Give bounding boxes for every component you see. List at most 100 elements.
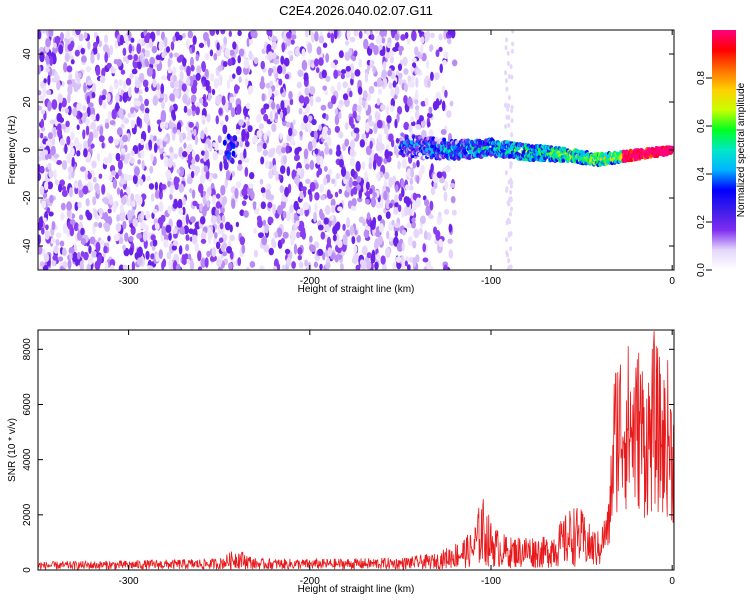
noise-speck (134, 166, 140, 177)
noise-speck (444, 89, 448, 98)
noise-speck (323, 165, 328, 172)
noise-speck (439, 63, 443, 74)
noise-speck (226, 246, 232, 254)
noise-speck (369, 42, 375, 50)
noise-speck (316, 170, 320, 178)
noise-speck (402, 56, 408, 67)
noise-speck (145, 250, 150, 260)
noise-speck (509, 189, 513, 195)
noise-speck (113, 58, 118, 65)
noise-speck (220, 120, 224, 128)
noise-speck (54, 71, 59, 79)
noise-speck (353, 30, 359, 37)
noise-speck (166, 251, 172, 260)
noise-speck (338, 111, 342, 120)
noise-speck (390, 88, 396, 98)
noise-speck (182, 57, 187, 67)
noise-speck (117, 159, 123, 170)
noise-speck (413, 228, 420, 239)
noise-speck (253, 227, 258, 234)
noise-speck (171, 109, 176, 119)
noise-speck (141, 160, 145, 170)
noise-speck (152, 156, 157, 166)
noise-speck (374, 261, 379, 270)
noise-speck (415, 193, 421, 199)
noise-speck (221, 95, 226, 106)
noise-speck (200, 258, 206, 268)
noise-speck (120, 155, 125, 162)
noise-speck (179, 71, 184, 82)
noise-speck (214, 141, 219, 152)
noise-speck (314, 202, 318, 213)
noise-speck (94, 260, 101, 270)
noise-speck (442, 264, 448, 270)
noise-speck (293, 215, 300, 222)
noise-speck (280, 100, 285, 111)
noise-speck (217, 135, 222, 144)
noise-speck (168, 232, 172, 241)
noise-speck (422, 243, 427, 253)
noise-speck (258, 123, 264, 130)
noise-speck (204, 53, 210, 61)
noise-speck (403, 121, 410, 131)
noise-speck (510, 180, 514, 186)
noise-speck (280, 55, 285, 65)
noise-speck (77, 72, 82, 79)
noise-speck (39, 185, 45, 196)
noise-speck (104, 51, 109, 63)
noise-speck (365, 260, 372, 270)
noise-speck (117, 168, 122, 177)
noise-speck (153, 135, 157, 142)
noise-speck (206, 199, 210, 208)
noise-speck (156, 140, 162, 146)
noise-speck (220, 30, 226, 35)
noise-speck (68, 252, 73, 260)
noise-speck (119, 210, 126, 221)
noise-speck (118, 236, 124, 245)
noise-speck (165, 169, 172, 179)
noise-speck (506, 60, 510, 66)
noise-speck (264, 223, 269, 234)
noise-speck (245, 77, 249, 87)
noise-speck (368, 120, 375, 127)
noise-speck (142, 230, 148, 242)
noise-speck (507, 201, 511, 207)
noise-speck (286, 166, 291, 177)
noise-speck (409, 177, 414, 186)
noise-speck (285, 211, 291, 222)
noise-speck (179, 132, 183, 144)
noise-speck (309, 159, 315, 171)
noise-speck (79, 260, 84, 270)
noise-speck (112, 178, 118, 189)
noise-speck (92, 41, 98, 49)
noise-speck (158, 41, 164, 51)
noise-speck (420, 44, 424, 55)
signal-blob (226, 153, 231, 160)
noise-speck (404, 184, 410, 191)
noise-speck (98, 222, 103, 229)
noise-speck (286, 256, 292, 267)
noise-speck (60, 107, 66, 113)
noise-speck (198, 42, 205, 48)
noise-speck (369, 59, 374, 69)
noise-speck (423, 230, 428, 240)
noise-speck (229, 234, 235, 242)
noise-speck (388, 177, 393, 188)
noise-speck (435, 49, 440, 58)
noise-speck (74, 182, 79, 189)
noise-speck (129, 157, 135, 164)
noise-speck (232, 41, 237, 50)
noise-speck (40, 109, 46, 115)
noise-speck (77, 179, 82, 189)
noise-speck (119, 188, 124, 199)
noise-speck (309, 244, 315, 252)
colorbar-label: Normalized spectral amplitude (736, 82, 747, 217)
noise-speck (438, 238, 443, 248)
noise-speck (227, 101, 233, 111)
noise-speck (187, 30, 194, 39)
noise-speck (270, 101, 276, 110)
noise-speck (271, 41, 277, 50)
noise-speck (375, 34, 382, 45)
x-tick-label: 0 (669, 276, 675, 287)
noise-speck (181, 227, 185, 235)
